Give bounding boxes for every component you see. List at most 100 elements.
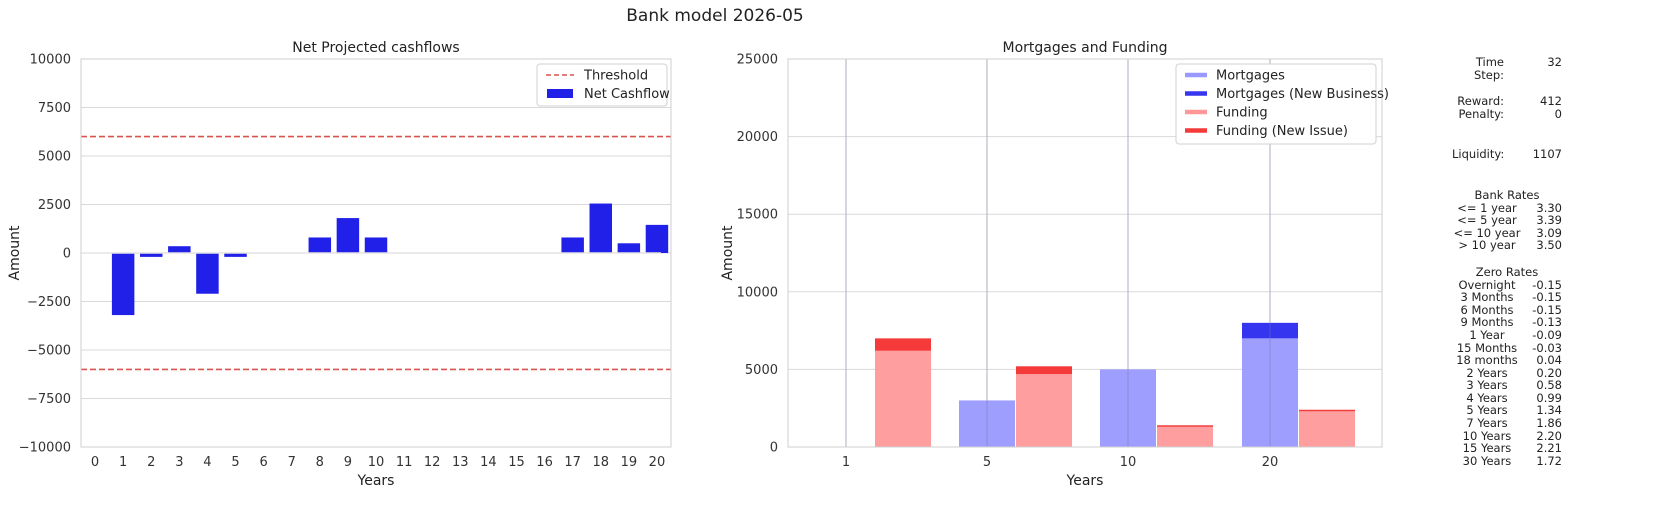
mortgage-bar: [1100, 369, 1156, 447]
x-tick-label: 13: [452, 455, 469, 470]
zero-rate-label: 4 Years: [1466, 390, 1508, 405]
penalty-row: Penalty: 0: [1452, 108, 1562, 121]
x-tick-label: 9: [344, 455, 352, 470]
x-tick-label: 2: [147, 455, 155, 470]
y-tick-label: 2500: [38, 198, 71, 213]
zero-rates-title: Zero Rates: [1475, 264, 1539, 279]
zero-rate-label: 15 Months: [1456, 340, 1518, 355]
x-tick-label: 20: [1262, 455, 1279, 470]
zero-rate-row: 30 Years 1.72: [1452, 455, 1562, 468]
cashflow-bar: [168, 246, 191, 253]
zero-rate-value: -0.15: [1532, 302, 1562, 317]
zero-rate-label: 10 Years: [1462, 428, 1512, 443]
zero-rate-row: 18 months 0.04: [1452, 354, 1562, 367]
x-tick-label: 5: [231, 455, 239, 470]
x-tick-label: 3: [175, 455, 183, 470]
zero-rate-row: 1 Year -0.09: [1452, 329, 1562, 342]
zero-rate-label: 15 Years: [1462, 441, 1512, 456]
reward-row: Reward: 412: [1452, 95, 1562, 108]
plot-border: [787, 58, 1383, 448]
zero-rate-value: 1.86: [1536, 416, 1562, 431]
y-tick-label: −7500: [27, 392, 71, 407]
zero-rate-row: 3 Years 0.58: [1452, 379, 1562, 392]
time-step-label: Time Step:: [1473, 55, 1504, 82]
legend-cashflow-swatch: [547, 89, 573, 98]
zero-rate-label: 9 Months: [1460, 315, 1514, 330]
cashflow-bar: [645, 224, 669, 253]
bank-rate-label: <= 5 year: [1457, 213, 1517, 228]
cashflow-bar: [561, 237, 584, 253]
zero-rate-label: 18 months: [1456, 353, 1518, 368]
zero-rate-value: 2.20: [1536, 428, 1562, 443]
zero-rate-row: 9 Months -0.13: [1452, 316, 1562, 329]
mortgage-new-business-bar: [1242, 322, 1298, 339]
y-tick-label: 10000: [30, 53, 71, 68]
mortgage-bar: [1242, 338, 1298, 447]
penalty-label: Penalty:: [1458, 106, 1504, 121]
x-tick-label: 16: [536, 455, 553, 470]
funding-new-issue-bar: [1299, 409, 1355, 412]
y-tick-label: 20000: [737, 130, 778, 145]
x-tick-label: 7: [288, 455, 296, 470]
bank-rate-row: <= 5 year 3.39: [1452, 214, 1562, 227]
y-tick-label: −10000: [19, 441, 71, 456]
net-cashflow-chart: −10000 −7500 −5000 −2500 0 2500 5000 7500 10000 0…: [7, 40, 672, 489]
x-tick-label: 1: [842, 455, 850, 470]
funding-bar: [1157, 426, 1213, 447]
zero-rate-value: -0.13: [1532, 315, 1562, 330]
y-tick-label: 7500: [38, 101, 71, 116]
x-tick-label: 1: [119, 455, 127, 470]
bank-rate-label: > 10 year: [1458, 238, 1516, 253]
cashflow-bar: [364, 237, 388, 253]
zero-rate-row: Overnight -0.15: [1452, 277, 1562, 292]
x-tick-label: 6: [259, 455, 267, 470]
cashflow-bar: [111, 253, 135, 316]
bank-rates-title: Bank Rates: [1474, 187, 1540, 202]
zero-rate-value: 1.34: [1536, 403, 1562, 418]
funding-bar: [1016, 374, 1072, 447]
x-tick-label: 14: [480, 455, 497, 470]
zero-rate-row: 6 Months -0.15: [1452, 304, 1562, 317]
x-tick-label: 12: [424, 455, 441, 470]
time-step-value: 32: [1547, 55, 1562, 69]
zero-rate-row: 10 Years 2.20: [1452, 430, 1562, 443]
stats-panel: Time Step: 32 Reward: 412 Penalty: 0 Liq…: [1452, 56, 1562, 467]
legend-cashflow-label: Net Cashflow: [584, 87, 670, 102]
zero-rate-value: 0.58: [1536, 378, 1562, 393]
bank-rate-row: > 10 year 3.50: [1452, 239, 1562, 252]
zero-rate-row: 3 Months -0.15: [1452, 291, 1562, 304]
x-axis-label: Years: [357, 473, 395, 489]
y-tick-label: −5000: [27, 344, 71, 359]
zero-rate-value: 0.99: [1536, 390, 1562, 405]
cashflow-bar: [617, 243, 641, 253]
x-tick-label: 8: [316, 455, 324, 470]
mortgages-funding-chart: 0 5000 10000 15000 20000 25000 1 5 10 20 Mortgages…: [720, 40, 1389, 489]
legend-box: [1175, 63, 1377, 145]
zero-rate-label: 5 Years: [1466, 403, 1508, 418]
mortgage-bar: [959, 400, 1015, 447]
zero-rate-value: -0.15: [1532, 277, 1562, 292]
zero-rate-value: -0.09: [1532, 327, 1562, 342]
funding-new-issue-bar: [1016, 366, 1072, 375]
x-tick-label: 10: [1120, 455, 1137, 470]
zero-rate-row: 5 Years 1.34: [1452, 404, 1562, 417]
funding-new-issue-bar: [875, 338, 931, 351]
liquidity-row: Liquidity: 1107: [1452, 148, 1562, 161]
funding-new-issue-bar: [1157, 425, 1213, 427]
zero-rate-label: 6 Months: [1460, 302, 1514, 317]
y-axis-label: Amount: [7, 225, 23, 281]
bank-rate-label: <= 1 year: [1457, 200, 1517, 215]
zero-rate-row: 4 Years 0.99: [1452, 392, 1562, 405]
chart-title: Mortgages and Funding: [1003, 40, 1168, 56]
zero-rate-label: 3 Months: [1460, 290, 1514, 305]
zero-rate-value: -0.15: [1532, 290, 1562, 305]
zero-rate-value: 2.21: [1536, 441, 1562, 456]
liquidity-value: 1107: [1532, 147, 1562, 162]
x-tick-label: 0: [91, 455, 99, 470]
legend-label: Funding (New Issue): [1216, 124, 1348, 139]
zero-rate-value: 0.04: [1536, 353, 1562, 368]
bank-rate-value: 3.50: [1536, 238, 1562, 253]
x-tick-label: 19: [621, 455, 638, 470]
cashflow-bar: [140, 253, 163, 257]
bank-rate-row: <= 1 year 3.30: [1452, 200, 1562, 215]
